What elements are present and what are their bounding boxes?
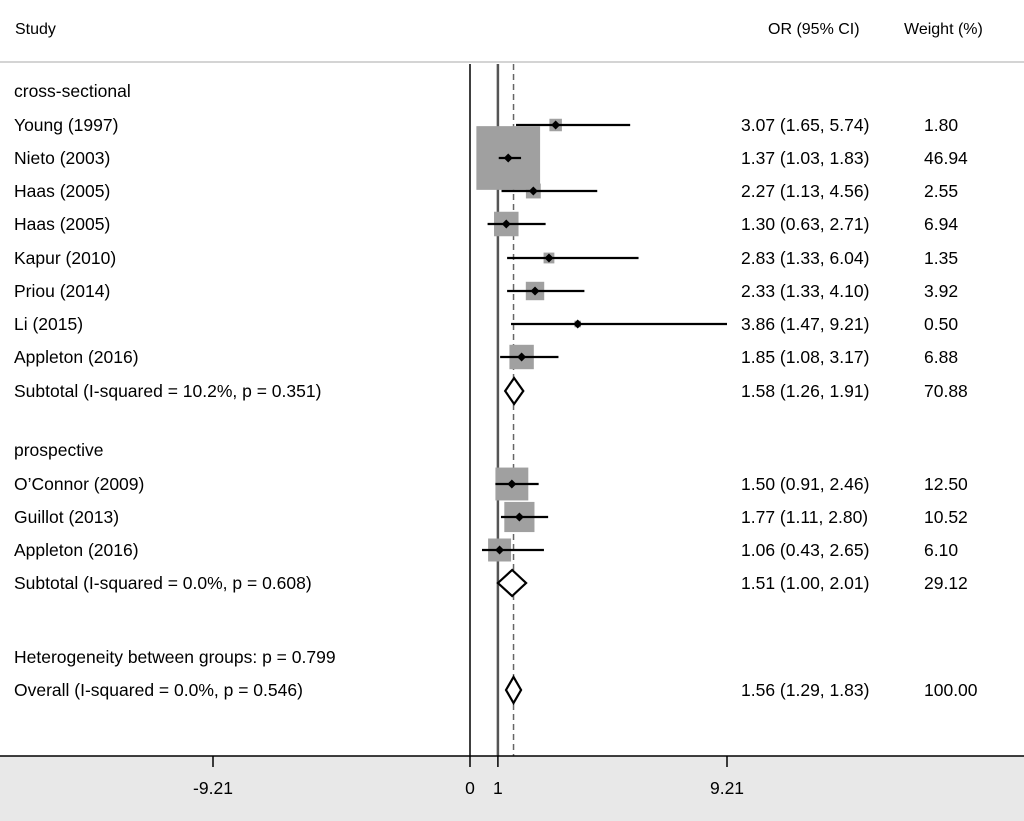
overall-weight: 100.00 (924, 680, 978, 700)
study-weight: 2.55 (924, 181, 958, 201)
point-estimate (530, 286, 540, 296)
pooled-diamond (504, 674, 523, 706)
heterogeneity-label: Heterogeneity between groups: p = 0.799 (14, 647, 336, 667)
study-weight: 10.52 (924, 507, 968, 527)
study-name: Priou (2014) (14, 281, 110, 301)
subtotal-ci: 1.51 (1.00, 2.01) (741, 573, 869, 593)
study-weight: 3.92 (924, 281, 958, 301)
study-name: Kapur (2010) (14, 248, 116, 268)
x-tick-label: 9.21 (710, 778, 744, 798)
study-ci: 2.83 (1.33, 6.04) (741, 248, 869, 268)
point-estimate (544, 253, 554, 263)
study-weight: 1.80 (924, 115, 958, 135)
point-estimate (503, 153, 513, 163)
study-ci: 1.30 (0.63, 2.71) (741, 214, 869, 234)
study-ci: 3.07 (1.65, 5.74) (741, 115, 869, 135)
study-ci: 2.27 (1.13, 4.56) (741, 181, 869, 201)
study-name: Li (2015) (14, 314, 83, 334)
x-tick-label: 1 (493, 778, 503, 798)
header-estimate: OR (95% CI) (768, 21, 860, 38)
header-study: Study (15, 21, 56, 38)
study-ci: 1.37 (1.03, 1.83) (741, 148, 869, 168)
study-name: Young (1997) (14, 115, 118, 135)
study-name: Nieto (2003) (14, 148, 110, 168)
row-labels: cross-sectional Young (1997) 3.07 (1.65, 5… (14, 81, 978, 700)
pooled-diamond (496, 568, 528, 598)
subtotal-weight: 70.88 (924, 381, 968, 401)
study-weight: 1.35 (924, 248, 958, 268)
point-estimate (528, 186, 538, 196)
study-weight: 0.50 (924, 314, 958, 334)
point-estimate (495, 545, 505, 555)
axis-band (0, 756, 1024, 821)
point-estimate (501, 219, 511, 229)
subtotal-label: Subtotal (I-squared = 10.2%, p = 0.351) (14, 381, 321, 401)
study-ci: 2.33 (1.33, 4.10) (741, 281, 869, 301)
point-estimate (573, 319, 583, 329)
study-weight: 12.50 (924, 474, 968, 494)
group-label: cross-sectional (14, 81, 131, 101)
study-ci: 1.77 (1.11, 2.80) (741, 507, 868, 527)
study-ci: 1.85 (1.08, 3.17) (741, 347, 869, 367)
study-ci: 3.86 (1.47, 9.21) (741, 314, 869, 334)
subtotal-ci: 1.58 (1.26, 1.91) (741, 381, 869, 401)
header-weight: Weight (%) (904, 21, 983, 38)
subtotal-weight: 29.12 (924, 573, 968, 593)
study-weight: 6.88 (924, 347, 958, 367)
study-weight: 46.94 (924, 148, 968, 168)
study-name: Guillot (2013) (14, 507, 119, 527)
overall-label: Overall (I-squared = 0.0%, p = 0.546) (14, 680, 303, 700)
study-weight: 6.94 (924, 214, 958, 234)
study-name: Appleton (2016) (14, 540, 139, 560)
study-marks (476, 118, 727, 706)
overall-ci: 1.56 (1.29, 1.83) (741, 680, 869, 700)
study-ci: 1.50 (0.91, 2.46) (741, 474, 869, 494)
point-estimate (514, 512, 524, 522)
x-tick-label: 0 (465, 778, 475, 798)
study-weight: 6.10 (924, 540, 958, 560)
study-name: O’Connor (2009) (14, 474, 144, 494)
point-estimate (517, 352, 527, 362)
x-axis: -9.21 0 1 9.21 (0, 755, 1024, 798)
point-estimate (551, 120, 561, 130)
study-name: Haas (2005) (14, 181, 110, 201)
pooled-diamond (503, 376, 525, 406)
x-tick-label: -9.21 (193, 778, 233, 798)
subtotal-label: Subtotal (I-squared = 0.0%, p = 0.608) (14, 573, 312, 593)
study-name: Appleton (2016) (14, 347, 139, 367)
group-label: prospective (14, 440, 104, 460)
study-ci: 1.06 (0.43, 2.65) (741, 540, 869, 560)
point-estimate (507, 479, 517, 489)
study-name: Haas (2005) (14, 214, 110, 234)
